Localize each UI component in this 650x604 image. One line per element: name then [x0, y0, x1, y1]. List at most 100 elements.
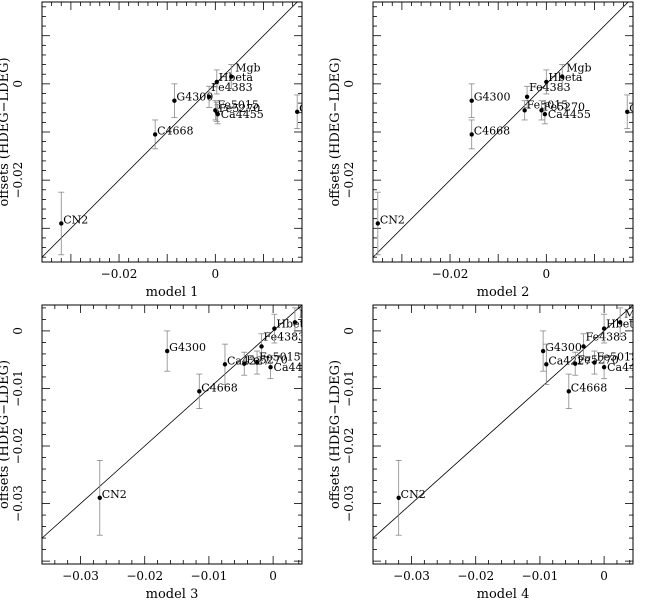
x-axis-label: model 3 — [146, 587, 199, 602]
point-label: Ca4227 — [299, 102, 342, 115]
y-axis-label: offsets (HDEG−LDEG) — [328, 57, 343, 206]
x-tick-label: −0.01 — [191, 569, 228, 583]
y-tick-label: −0.02 — [342, 162, 356, 199]
point-label: C4668 — [474, 124, 510, 137]
one-to-one-line — [373, 305, 633, 539]
x-tick-label: 0 — [269, 569, 277, 583]
point-label: Fe5015 — [217, 98, 259, 111]
point-label: Fe4383 — [586, 330, 628, 343]
point-label: Fe4383 — [264, 330, 306, 343]
data-point — [396, 495, 401, 501]
point-label: Fe5015 — [259, 351, 301, 364]
y-tick-label: −0.03 — [11, 485, 25, 522]
x-tick-label: −0.03 — [393, 569, 430, 583]
point-label: CN2 — [401, 488, 426, 501]
data-point — [272, 326, 277, 331]
data-point — [268, 364, 273, 370]
x-axis-label: model 2 — [477, 285, 530, 300]
point-label: Fe4383 — [529, 81, 571, 94]
data-point — [566, 389, 572, 394]
data-point — [254, 360, 260, 365]
point-label: Fe5270 — [544, 100, 586, 113]
point-label: Hbeta — [276, 318, 311, 331]
point-label: G4300 — [474, 91, 511, 104]
point-label: Ca4455 — [274, 361, 317, 374]
data-point — [469, 132, 474, 137]
x-tick-label: 0 — [543, 267, 551, 281]
y-tick-label: 0 — [11, 80, 25, 88]
point-label: Hbeta — [219, 71, 254, 84]
point-label: Ca4455 — [607, 361, 650, 374]
data-point — [544, 362, 549, 367]
point-label: C4668 — [571, 381, 607, 394]
panel-model-3: −0.03 −0.02 −0.01 0 −0.03 −0.02 −0.01 0 model 3 o… — [0, 304, 317, 602]
point-label: Ca4455 — [548, 108, 591, 121]
x-tick-label: −0.02 — [457, 569, 494, 583]
point-label: Fe5015 — [596, 351, 638, 364]
data-point — [524, 94, 530, 100]
data-point — [540, 348, 546, 354]
data-point — [592, 360, 597, 365]
data-point — [560, 74, 565, 79]
data-point — [601, 364, 607, 370]
data-point — [294, 109, 300, 114]
data-point — [625, 109, 630, 114]
point-label: G4300 — [176, 91, 213, 104]
data-point — [215, 111, 220, 117]
data-point — [197, 389, 202, 394]
x-tick-label: −0.02 — [432, 267, 469, 281]
plot-area: CN2C4668G4300Fe4383HbetaMgbFe5015Fe5270C… — [373, 2, 633, 258]
plot-area: CN2C4668G4300Ca4227Fe4383HbetaMgbFe5015F… — [42, 305, 317, 539]
x-tick-label: 0 — [212, 267, 220, 281]
panel-model-4: −0.03 −0.02 −0.01 0 −0.03 −0.02 −0.01 0 model 4 o… — [328, 304, 650, 602]
one-to-one-line — [42, 2, 298, 258]
data-point — [617, 320, 623, 325]
data-point — [292, 320, 298, 325]
one-to-one-line — [42, 305, 302, 539]
point-label: C4668 — [157, 124, 193, 137]
point-label: CN2 — [102, 488, 127, 501]
plot-frame — [372, 304, 634, 565]
point-label: Ca4227 — [548, 354, 591, 367]
point-label: Fe5270 — [577, 354, 619, 367]
point-label: G4300 — [545, 341, 582, 354]
point-label: Fe4383 — [211, 81, 253, 94]
point-label: Hbeta — [548, 71, 583, 84]
y-axis-label: offsets (HDEG−LDEG) — [328, 360, 343, 509]
data-point — [522, 108, 527, 113]
data-point — [164, 348, 170, 354]
x-tick-label: −0.02 — [126, 569, 163, 583]
data-point — [581, 344, 586, 349]
point-label: Ca4455 — [221, 108, 264, 121]
x-axis-label: model 4 — [477, 587, 530, 602]
y-tick-label: −0.01 — [342, 370, 356, 407]
data-point — [152, 132, 158, 137]
data-point — [242, 361, 247, 366]
y-tick-label: 0 — [11, 327, 25, 335]
point-label: Ca4227 — [227, 354, 270, 367]
plot-area: CN2C4668G4300Fe4383HbetaMgbFe5015Fe5270C… — [42, 2, 342, 258]
point-label: Fe5270 — [219, 102, 261, 115]
point-label: Mgb — [624, 307, 649, 320]
point-label: G4300 — [169, 341, 206, 354]
y-tick-label: −0.01 — [11, 370, 25, 407]
data-point — [214, 79, 219, 85]
plot-area: CN2C4668G4300Ca4227Fe4383HbetaMgbFe5015F… — [373, 305, 650, 539]
data-point — [172, 98, 177, 103]
data-point — [375, 221, 381, 226]
y-tick-label: −0.03 — [342, 485, 356, 522]
y-tick-label: −0.02 — [11, 162, 25, 199]
data-point — [222, 362, 228, 367]
data-point — [259, 344, 264, 349]
point-label: C4668 — [201, 381, 237, 394]
y-tick-label: −0.02 — [11, 428, 25, 465]
x-axis-label: model 1 — [146, 285, 199, 300]
point-label: Fe5270 — [246, 354, 288, 367]
y-axis-label: offsets (HDEG−LDEG) — [0, 360, 12, 509]
data-point — [539, 108, 544, 113]
point-label: CN2 — [380, 213, 405, 226]
y-tick-label: −0.02 — [342, 428, 356, 465]
point-label: CN2 — [63, 213, 88, 226]
point-label: Mgb — [566, 62, 591, 75]
